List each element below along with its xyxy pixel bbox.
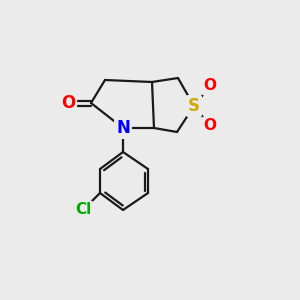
Text: S: S [188,97,200,115]
Text: O: O [203,118,217,134]
Text: O: O [203,79,217,94]
Text: Cl: Cl [75,202,91,217]
Text: O: O [61,94,75,112]
Text: N: N [116,119,130,137]
